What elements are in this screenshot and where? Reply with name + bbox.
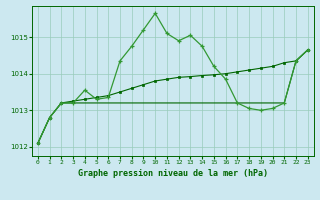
X-axis label: Graphe pression niveau de la mer (hPa): Graphe pression niveau de la mer (hPa) [78,169,268,178]
